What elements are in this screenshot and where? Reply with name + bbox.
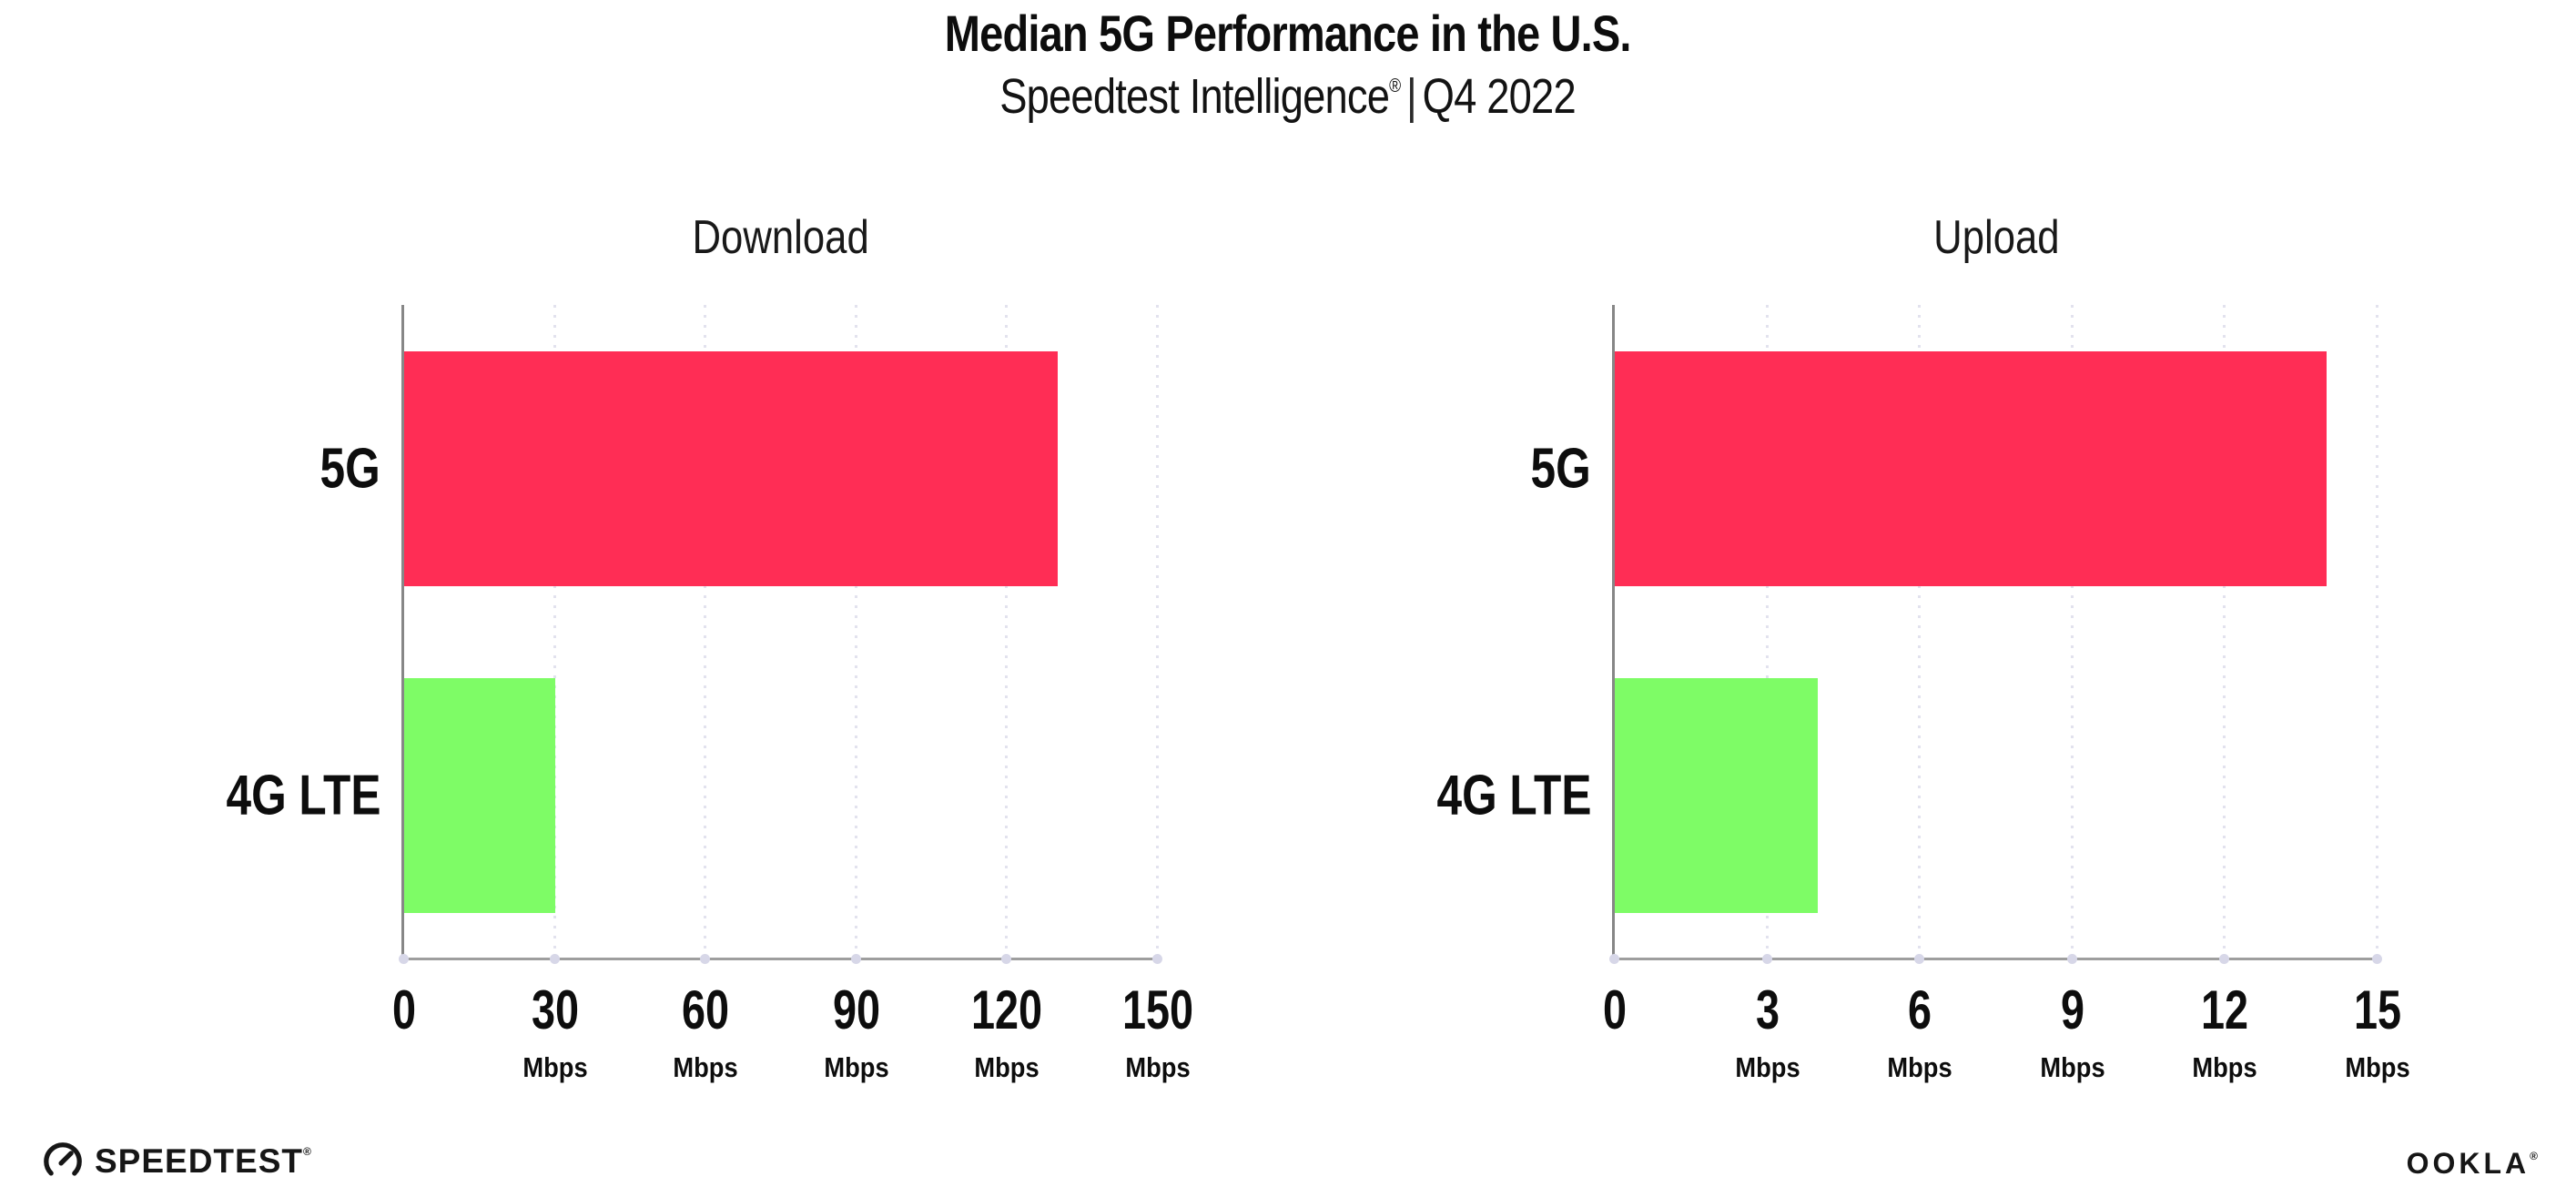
- chart-download: Download 0 30 Mbps 60 Mbps 90 Mbps 120 Mbps 150 Mb…: [226, 211, 1193, 1083]
- speedtest-label: SPEEDTEST: [95, 1142, 303, 1180]
- axis-tick-unit: Mbps: [1887, 1051, 1952, 1083]
- axis-tick-dot: [2066, 954, 2077, 964]
- ookla-logo-text: OOKLA®: [2407, 1147, 2541, 1180]
- speedtest-logo-text: SPEEDTEST®: [95, 1142, 312, 1181]
- gridline-9: [2070, 305, 2074, 959]
- axis-tick-dot: [399, 954, 409, 964]
- gridline-6: [1918, 305, 1922, 959]
- registered-mark: ®: [1389, 76, 1402, 96]
- x-axis-line: [401, 958, 1158, 960]
- page-title: Median 5G Performance in the U.S.: [0, 4, 2576, 63]
- chart-title-download-text: Download: [692, 211, 870, 264]
- subtitle-divider: |: [1406, 69, 1417, 124]
- axis-tick-label: 15: [2353, 979, 2402, 1040]
- gridline-30: [553, 305, 556, 959]
- axis-tick-dot: [700, 954, 711, 964]
- axis-tick-unit: Mbps: [522, 1051, 588, 1083]
- axis-tick-label: 90: [832, 979, 880, 1040]
- axis-tick-unit: Mbps: [1734, 1051, 1800, 1083]
- subtitle-inner: Speedtest Intelligence® | Q4 2022: [1000, 68, 1577, 125]
- axis-tick-label: 150: [1121, 979, 1194, 1040]
- axis-tick-label: 60: [682, 979, 730, 1040]
- axis-tick-unit: Mbps: [2040, 1051, 2105, 1083]
- gridline-15: [2376, 305, 2378, 959]
- axis-tick-label: 3: [1755, 979, 1780, 1040]
- registered-mark: ®: [303, 1145, 312, 1158]
- ookla-logo: OOKLA®: [2407, 1147, 2541, 1181]
- gridline-90: [854, 305, 857, 959]
- chart-upload: Upload 0 3 Mbps 6 Mbps 9 Mbps 12 Mbps 15 Mbps 5G 4G …: [1436, 211, 2410, 1083]
- axis-tick-unit: Mbps: [2345, 1051, 2410, 1083]
- axis-tick-label: 12: [2201, 979, 2249, 1040]
- axis-tick-dot: [2219, 954, 2230, 964]
- bar-4g-lte: [404, 677, 555, 913]
- row-label-5g: 5G: [1530, 437, 1591, 500]
- bar-5g: [1615, 350, 2328, 586]
- axis-tick-dot: [1914, 954, 1925, 964]
- axis-tick-unit: Mbps: [824, 1051, 889, 1083]
- gridline-12: [2223, 305, 2226, 959]
- subtitle-period: Q4 2022: [1423, 69, 1577, 124]
- axis-tick-label: 30: [531, 979, 579, 1040]
- gridline-120: [1005, 305, 1009, 959]
- axis-tick-dot: [1761, 954, 1772, 964]
- gridline-3: [1765, 305, 1769, 959]
- axis-tick-unit: Mbps: [974, 1051, 1040, 1083]
- axis-tick-label: 0: [1602, 979, 1628, 1040]
- bar-5g: [404, 350, 1058, 586]
- axis-tick-unit: Mbps: [673, 1051, 738, 1083]
- x-axis-line: [1612, 958, 2378, 960]
- footer: SPEEDTEST® OOKLA®: [0, 1133, 2576, 1197]
- axis-tick-label: 120: [971, 979, 1043, 1040]
- axis-tick-label: 0: [391, 979, 417, 1040]
- chart-title-upload: Upload: [1615, 210, 2378, 265]
- axis-tick-label: 9: [2060, 979, 2084, 1040]
- page-subtitle: Speedtest Intelligence® | Q4 2022: [0, 68, 2576, 125]
- bar-4g-lte: [1615, 677, 1819, 913]
- header: Median 5G Performance in the U.S. Speedt…: [0, 0, 2576, 125]
- axis-tick-dot: [1001, 954, 1012, 964]
- registered-mark: ®: [2530, 1150, 2541, 1162]
- axis-tick-unit: Mbps: [1125, 1051, 1191, 1083]
- gridline-150: [1156, 305, 1159, 959]
- row-label-4g-lte: 4G LTE: [1436, 764, 1591, 827]
- ookla-label: OOKLA: [2406, 1147, 2530, 1180]
- axis-tick-dot: [1609, 954, 1619, 964]
- page-title-text: Median 5G Performance in the U.S.: [945, 5, 1632, 62]
- gridline-60: [704, 305, 707, 959]
- row-label-4g-lte: 4G LTE: [226, 764, 380, 827]
- axis-tick-unit: Mbps: [2192, 1051, 2258, 1083]
- axis-tick-dot: [850, 954, 861, 964]
- subtitle-brand: Speedtest Intelligence: [999, 69, 1391, 124]
- speedtest-logo: SPEEDTEST®: [42, 1141, 312, 1182]
- chart-title-download: Download: [404, 210, 1158, 265]
- chart-title-upload-text: Upload: [1932, 211, 2060, 264]
- axis-tick-dot: [549, 954, 560, 964]
- axis-tick-dot: [1152, 954, 1162, 964]
- row-label-5g: 5G: [319, 437, 380, 500]
- axis-tick-label: 6: [1908, 979, 1932, 1040]
- speedtest-gauge-icon: [44, 1142, 82, 1181]
- axis-tick-dot: [2372, 954, 2382, 964]
